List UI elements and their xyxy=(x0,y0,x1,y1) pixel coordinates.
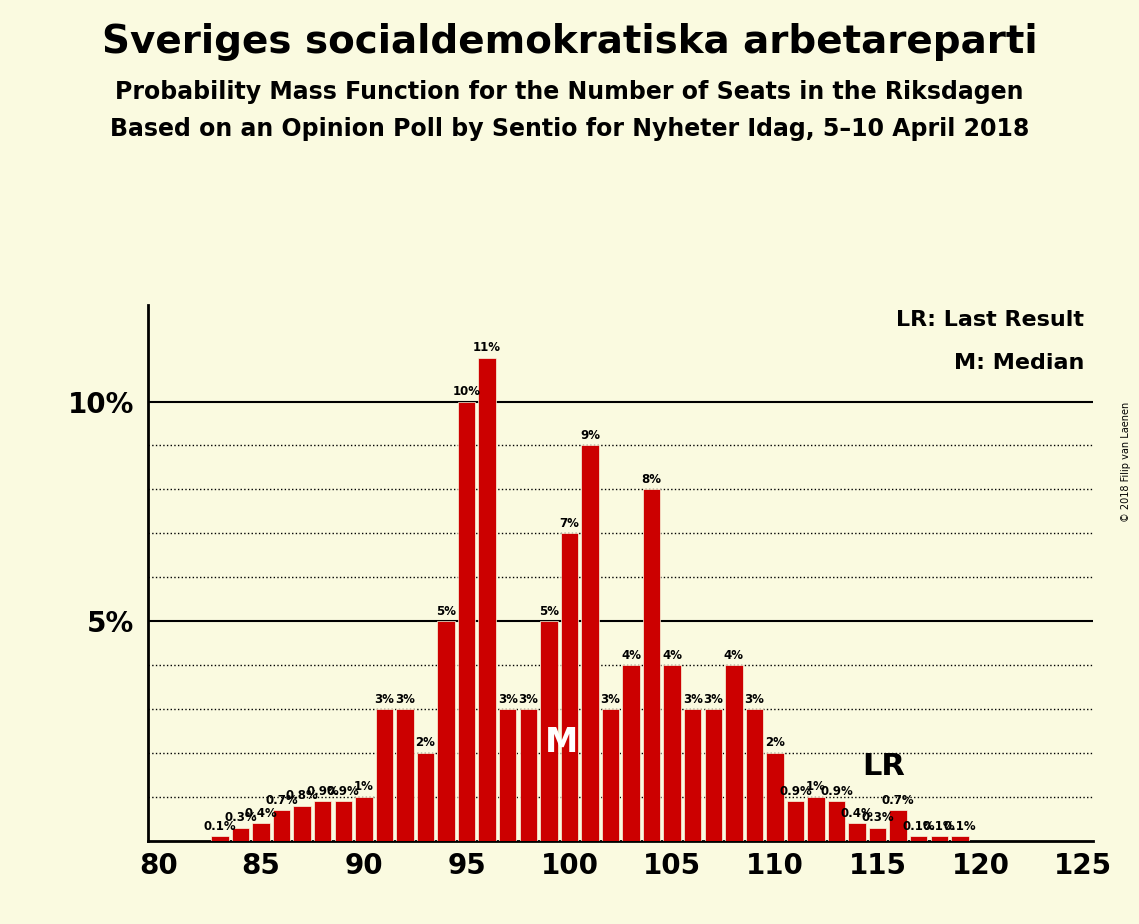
Bar xyxy=(314,801,331,841)
Bar xyxy=(767,753,784,841)
Bar xyxy=(335,801,352,841)
Text: 2%: 2% xyxy=(416,736,435,749)
Text: 0.1%: 0.1% xyxy=(923,820,956,833)
Text: 3%: 3% xyxy=(518,693,539,706)
Text: 0.9%: 0.9% xyxy=(327,784,360,797)
Bar xyxy=(890,810,907,841)
Text: 3%: 3% xyxy=(395,693,415,706)
Bar xyxy=(273,810,290,841)
Bar xyxy=(519,709,536,841)
Text: 0.8%: 0.8% xyxy=(286,789,319,802)
Bar xyxy=(746,709,763,841)
Text: 3%: 3% xyxy=(498,693,517,706)
Text: 0.9%: 0.9% xyxy=(306,784,339,797)
Bar xyxy=(849,823,866,841)
Bar xyxy=(437,621,454,841)
Bar xyxy=(417,753,434,841)
Text: 0.1%: 0.1% xyxy=(943,820,976,833)
Text: 0.7%: 0.7% xyxy=(265,794,298,807)
Bar xyxy=(683,709,702,841)
Bar xyxy=(478,358,495,841)
Text: LR: LR xyxy=(862,751,906,781)
Text: 0.4%: 0.4% xyxy=(841,807,874,820)
Bar xyxy=(705,709,722,841)
Text: 3%: 3% xyxy=(682,693,703,706)
Text: 5%: 5% xyxy=(539,604,559,617)
Text: 0.1%: 0.1% xyxy=(204,820,236,833)
Text: 0.4%: 0.4% xyxy=(245,807,278,820)
Text: 8%: 8% xyxy=(641,473,662,486)
Bar xyxy=(869,828,886,841)
Text: LR: Last Result: LR: Last Result xyxy=(896,310,1084,330)
Text: 1%: 1% xyxy=(806,781,826,794)
Bar xyxy=(931,836,948,841)
Text: M: Median: M: Median xyxy=(953,353,1084,373)
Bar xyxy=(396,709,413,841)
Text: 4%: 4% xyxy=(723,649,744,662)
Text: 7%: 7% xyxy=(559,517,580,529)
Text: 0.9%: 0.9% xyxy=(820,784,853,797)
Bar xyxy=(581,445,599,841)
Bar xyxy=(458,402,475,841)
Text: 11%: 11% xyxy=(473,341,501,354)
Text: 0.3%: 0.3% xyxy=(224,811,257,824)
Bar xyxy=(232,828,249,841)
Text: 0.3%: 0.3% xyxy=(861,811,894,824)
Bar xyxy=(808,796,825,841)
Bar xyxy=(601,709,620,841)
Bar xyxy=(951,836,968,841)
Bar xyxy=(294,806,311,841)
Text: © 2018 Filip van Laenen: © 2018 Filip van Laenen xyxy=(1121,402,1131,522)
Bar xyxy=(499,709,516,841)
Text: Based on an Opinion Poll by Sentio for Nyheter Idag, 5–10 April 2018: Based on an Opinion Poll by Sentio for N… xyxy=(109,117,1030,141)
Bar xyxy=(560,533,579,841)
Bar xyxy=(211,836,229,841)
Text: 2%: 2% xyxy=(765,736,785,749)
Bar xyxy=(663,665,681,841)
Text: Probability Mass Function for the Number of Seats in the Riksdagen: Probability Mass Function for the Number… xyxy=(115,80,1024,104)
Text: 3%: 3% xyxy=(703,693,723,706)
Text: 3%: 3% xyxy=(745,693,764,706)
Text: 3%: 3% xyxy=(600,693,621,706)
Text: 0.1%: 0.1% xyxy=(902,820,935,833)
Text: 4%: 4% xyxy=(621,649,641,662)
Text: Sveriges socialdemokratiska arbetareparti: Sveriges socialdemokratiska arbetarepart… xyxy=(101,23,1038,61)
Bar xyxy=(540,621,558,841)
Bar xyxy=(622,665,640,841)
Text: 0.7%: 0.7% xyxy=(882,794,915,807)
Text: 1%: 1% xyxy=(354,781,374,794)
Bar xyxy=(253,823,270,841)
Text: 4%: 4% xyxy=(662,649,682,662)
Bar xyxy=(355,796,372,841)
Text: 10%: 10% xyxy=(452,385,481,398)
Text: 5%: 5% xyxy=(436,604,456,617)
Text: 0.9%: 0.9% xyxy=(779,784,812,797)
Bar xyxy=(642,490,661,841)
Text: M: M xyxy=(544,725,577,759)
Text: 3%: 3% xyxy=(375,693,394,706)
Text: 9%: 9% xyxy=(580,429,600,442)
Bar xyxy=(726,665,743,841)
Bar xyxy=(376,709,393,841)
Bar xyxy=(787,801,804,841)
Bar xyxy=(910,836,927,841)
Bar xyxy=(828,801,845,841)
